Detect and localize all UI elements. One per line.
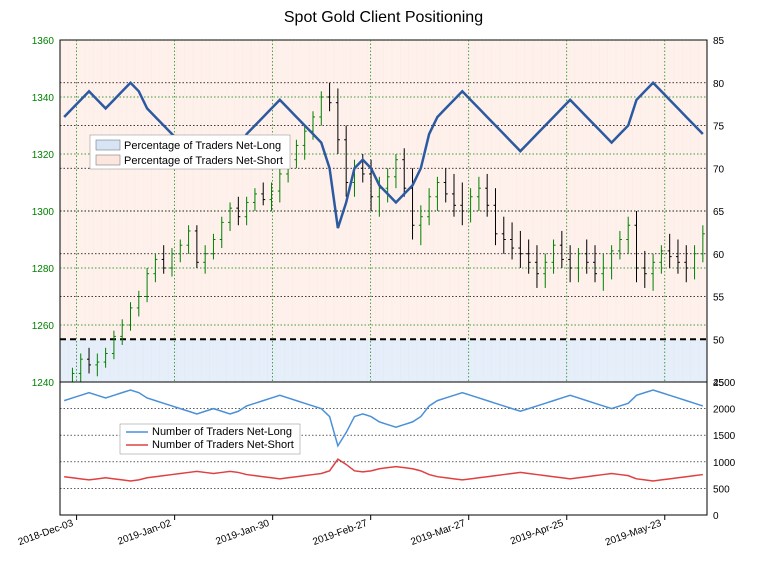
svg-text:1260: 1260 — [32, 321, 55, 332]
svg-text:2500: 2500 — [713, 378, 736, 389]
svg-text:1280: 1280 — [32, 264, 55, 275]
chart-svg: Spot Gold Client Positioning 1240 1260 1280… — [0, 0, 767, 585]
svg-text:85: 85 — [713, 36, 725, 47]
svg-text:2019-Jan-02: 2019-Jan-02 — [116, 518, 173, 548]
svg-text:70: 70 — [713, 164, 725, 175]
svg-text:1360: 1360 — [32, 36, 55, 47]
svg-text:1500: 1500 — [713, 431, 736, 442]
svg-text:2019-Apr-25: 2019-Apr-25 — [509, 518, 565, 547]
chart-container: Spot Gold Client Positioning 1240 1260 1280… — [0, 0, 767, 585]
svg-text:2019-Feb-27: 2019-Feb-27 — [311, 518, 369, 548]
svg-text:2000: 2000 — [713, 405, 736, 416]
svg-text:1240: 1240 — [32, 378, 55, 389]
svg-text:0: 0 — [713, 511, 719, 522]
svg-text:65: 65 — [713, 207, 725, 218]
svg-text:2019-Jan-30: 2019-Jan-30 — [214, 518, 271, 548]
svg-text:Spot Gold Client Positioning: Spot Gold Client Positioning — [284, 9, 483, 26]
svg-text:75: 75 — [713, 122, 725, 133]
svg-text:1320: 1320 — [32, 150, 55, 161]
svg-text:Percentage of Traders Net-Shor: Percentage of Traders Net-Short — [124, 155, 283, 167]
svg-text:1340: 1340 — [32, 93, 55, 104]
svg-text:2019-Mar-27: 2019-Mar-27 — [409, 518, 467, 548]
svg-text:55: 55 — [713, 293, 725, 304]
svg-text:Number of Traders Net-Short: Number of Traders Net-Short — [152, 439, 294, 451]
svg-text:Percentage of Traders Net-Long: Percentage of Traders Net-Long — [124, 140, 281, 152]
svg-text:1000: 1000 — [713, 458, 736, 469]
svg-text:50: 50 — [713, 335, 725, 346]
svg-text:1300: 1300 — [32, 207, 55, 218]
svg-text:500: 500 — [713, 484, 730, 495]
svg-text:60: 60 — [713, 250, 725, 261]
svg-text:80: 80 — [713, 79, 725, 90]
svg-text:2019-May-23: 2019-May-23 — [604, 518, 664, 549]
svg-text:2018-Dec-03: 2018-Dec-03 — [17, 518, 76, 548]
svg-text:Number of Traders Net-Long: Number of Traders Net-Long — [152, 426, 292, 438]
